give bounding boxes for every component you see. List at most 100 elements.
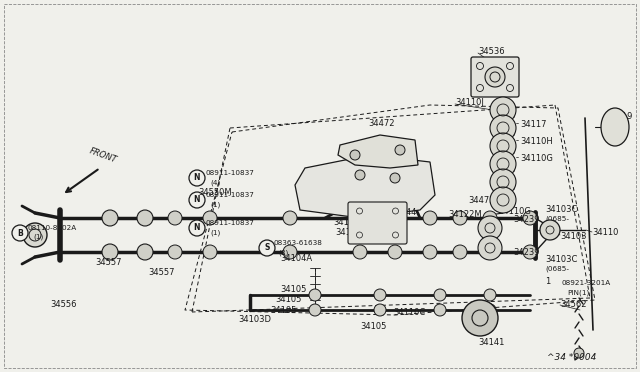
Text: 34119: 34119 bbox=[606, 112, 632, 121]
Text: N: N bbox=[194, 224, 200, 232]
Circle shape bbox=[523, 245, 537, 259]
Circle shape bbox=[483, 245, 497, 259]
Circle shape bbox=[102, 210, 118, 226]
Text: 34117: 34117 bbox=[520, 120, 547, 129]
Text: 34104A: 34104A bbox=[280, 254, 312, 263]
Circle shape bbox=[485, 67, 505, 87]
Text: 34562: 34562 bbox=[560, 300, 586, 309]
Circle shape bbox=[374, 304, 386, 316]
Text: 34444: 34444 bbox=[390, 208, 417, 217]
Ellipse shape bbox=[601, 108, 629, 146]
Text: 34557: 34557 bbox=[95, 258, 122, 267]
Text: FRONT: FRONT bbox=[88, 147, 118, 165]
Text: 34105: 34105 bbox=[280, 285, 307, 294]
Circle shape bbox=[574, 348, 584, 358]
Circle shape bbox=[353, 245, 367, 259]
Text: 34103D: 34103D bbox=[238, 315, 271, 324]
Circle shape bbox=[374, 289, 386, 301]
Circle shape bbox=[423, 211, 437, 225]
Circle shape bbox=[388, 211, 402, 225]
Text: 34110H: 34110H bbox=[520, 137, 553, 146]
Text: S: S bbox=[264, 244, 269, 253]
Text: 34239: 34239 bbox=[513, 215, 540, 224]
Circle shape bbox=[168, 211, 182, 225]
Text: (0685-: (0685- bbox=[545, 215, 569, 221]
Circle shape bbox=[490, 169, 516, 195]
Circle shape bbox=[434, 304, 446, 316]
Circle shape bbox=[395, 145, 405, 155]
Text: (3): (3) bbox=[278, 249, 288, 256]
FancyBboxPatch shape bbox=[348, 202, 407, 244]
Text: PIN(1): PIN(1) bbox=[567, 289, 589, 295]
Text: 34122M: 34122M bbox=[448, 210, 482, 219]
Circle shape bbox=[490, 133, 516, 159]
Circle shape bbox=[203, 245, 217, 259]
Circle shape bbox=[490, 97, 516, 123]
Text: (4): (4) bbox=[210, 179, 220, 186]
Circle shape bbox=[490, 115, 516, 141]
Circle shape bbox=[309, 289, 321, 301]
Circle shape bbox=[484, 304, 496, 316]
Text: 08110-8502A: 08110-8502A bbox=[28, 225, 77, 231]
Text: 34105: 34105 bbox=[270, 306, 296, 315]
Text: 34103C: 34103C bbox=[545, 255, 577, 264]
Text: 08911-10837: 08911-10837 bbox=[205, 192, 254, 198]
Text: N: N bbox=[194, 173, 200, 183]
Circle shape bbox=[283, 245, 297, 259]
Circle shape bbox=[355, 170, 365, 180]
Text: 34105: 34105 bbox=[360, 322, 387, 331]
Circle shape bbox=[484, 289, 496, 301]
Text: 34472: 34472 bbox=[368, 119, 394, 128]
Circle shape bbox=[388, 245, 402, 259]
Text: 34472: 34472 bbox=[468, 196, 495, 205]
Circle shape bbox=[189, 220, 205, 236]
Circle shape bbox=[203, 211, 217, 225]
Circle shape bbox=[490, 151, 516, 177]
Circle shape bbox=[137, 244, 153, 260]
Text: N: N bbox=[194, 196, 200, 205]
Circle shape bbox=[434, 289, 446, 301]
Text: 08911-10837: 08911-10837 bbox=[205, 170, 254, 176]
Circle shape bbox=[353, 211, 367, 225]
Text: 34110G: 34110G bbox=[520, 154, 553, 163]
Circle shape bbox=[390, 173, 400, 183]
Text: 34536: 34536 bbox=[478, 47, 504, 56]
Circle shape bbox=[283, 211, 297, 225]
Text: 34141: 34141 bbox=[478, 338, 504, 347]
Text: 08363-61638: 08363-61638 bbox=[273, 240, 322, 246]
Circle shape bbox=[259, 240, 275, 256]
Text: 34103: 34103 bbox=[560, 232, 586, 241]
Text: 34557: 34557 bbox=[148, 268, 175, 277]
Text: 34110C: 34110C bbox=[393, 308, 425, 317]
Text: 34239: 34239 bbox=[513, 248, 540, 257]
Text: 34110C: 34110C bbox=[333, 218, 365, 227]
Circle shape bbox=[12, 225, 28, 241]
Circle shape bbox=[483, 211, 497, 225]
Text: N: N bbox=[17, 228, 23, 237]
Text: 34103C: 34103C bbox=[545, 205, 577, 214]
Circle shape bbox=[540, 220, 560, 240]
Circle shape bbox=[453, 245, 467, 259]
Circle shape bbox=[309, 304, 321, 316]
Text: 34550M: 34550M bbox=[198, 188, 232, 197]
Text: 1: 1 bbox=[545, 277, 550, 286]
Text: 34110: 34110 bbox=[592, 228, 618, 237]
Text: ^34 *0004: ^34 *0004 bbox=[547, 353, 596, 362]
Text: (1): (1) bbox=[210, 201, 220, 208]
Text: 34556: 34556 bbox=[50, 300, 77, 309]
FancyBboxPatch shape bbox=[471, 57, 519, 97]
Circle shape bbox=[189, 192, 205, 208]
Text: 1: 1 bbox=[545, 227, 550, 236]
Circle shape bbox=[350, 150, 360, 160]
Circle shape bbox=[453, 211, 467, 225]
Text: 34110G: 34110G bbox=[498, 207, 531, 216]
Circle shape bbox=[523, 211, 537, 225]
Circle shape bbox=[490, 187, 516, 213]
Circle shape bbox=[168, 245, 182, 259]
Text: 34105: 34105 bbox=[275, 295, 301, 304]
Text: 34110J: 34110J bbox=[455, 98, 484, 107]
Polygon shape bbox=[338, 135, 418, 168]
Text: (1): (1) bbox=[210, 229, 220, 235]
Circle shape bbox=[423, 245, 437, 259]
Text: B: B bbox=[17, 228, 23, 237]
